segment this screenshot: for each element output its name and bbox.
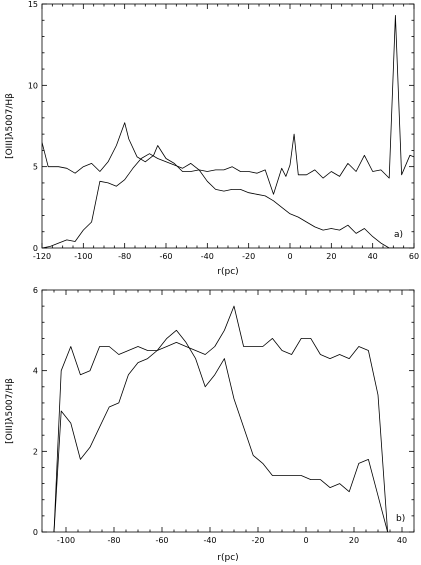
plot-frame <box>41 289 415 533</box>
x-tick-label: -100 <box>57 536 75 545</box>
x-tick-label: -100 <box>74 252 92 261</box>
y-tick-label: 10 <box>28 81 38 90</box>
x-tick-label: -80 <box>107 536 120 545</box>
plot-frame <box>41 3 415 249</box>
panel-label: a) <box>394 230 403 240</box>
series-line-1 <box>53 305 388 532</box>
x-tick-label: 20 <box>349 536 359 545</box>
x-tick-label: -60 <box>155 536 168 545</box>
y-tick-label: 6 <box>33 286 38 295</box>
y-axis-label: [OIII]λ5007/Hβ <box>5 93 15 159</box>
series-line-2 <box>42 153 414 248</box>
x-tick-label: -20 <box>251 536 264 545</box>
x-axis-label: r(pc) <box>217 267 238 277</box>
x-tick-label: 0 <box>287 252 292 261</box>
y-tick-label: 15 <box>28 0 38 9</box>
y-tick-label: 4 <box>33 367 38 376</box>
x-axis-label: r(pc) <box>217 553 238 563</box>
panel-a: -120 -100 -80 -60 -40 -20 0 20 40 60 0 5 10 15 r(pc) [O… <box>5 0 419 277</box>
y-tick-label: 2 <box>33 447 38 456</box>
panel-b: -100 -80 -60 -40 -20 0 20 40 0 2 4 6 r(pc) [OIII]λ500… <box>5 286 415 563</box>
x-tick-label: -40 <box>201 252 214 261</box>
x-tick-label: -120 <box>33 252 51 261</box>
y-axis-label: [OIII]λ5007/Hβ <box>5 378 15 444</box>
y-tick-label: 0 <box>33 528 38 537</box>
x-tick-label: 40 <box>368 252 378 261</box>
x-tick-label: 20 <box>326 252 336 261</box>
panel-label: b) <box>396 514 405 524</box>
y-tick-label: 0 <box>33 244 38 253</box>
x-tick-label: 40 <box>397 536 407 545</box>
series-line-2 <box>53 329 388 532</box>
x-tick-label: -80 <box>118 252 131 261</box>
x-tick-label: 0 <box>303 536 308 545</box>
series-line-1 <box>42 14 414 195</box>
x-tick-label: -60 <box>159 252 172 261</box>
x-tick-label: 60 <box>409 252 419 261</box>
x-tick-label: -40 <box>203 536 216 545</box>
y-tick-label: 5 <box>33 163 38 172</box>
x-tick-label: -20 <box>242 252 255 261</box>
